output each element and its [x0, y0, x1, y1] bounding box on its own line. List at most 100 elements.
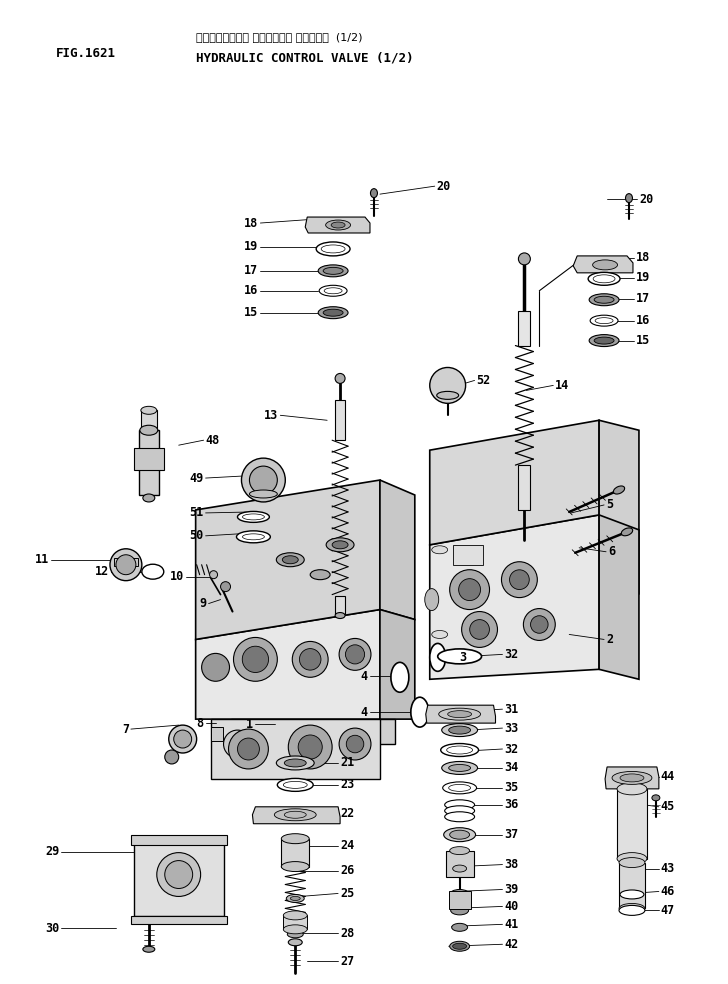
Bar [281, 838, 309, 867]
Ellipse shape [594, 338, 614, 344]
Circle shape [335, 374, 345, 384]
Bar [131, 916, 226, 924]
Circle shape [430, 367, 466, 403]
Ellipse shape [237, 530, 270, 543]
Ellipse shape [371, 189, 377, 198]
Text: 39: 39 [505, 883, 519, 896]
Text: 22: 22 [340, 807, 355, 821]
Text: FIG.1621: FIG.1621 [56, 46, 116, 60]
Text: 13: 13 [264, 408, 278, 422]
Circle shape [229, 729, 269, 769]
Polygon shape [380, 480, 415, 620]
Ellipse shape [450, 890, 470, 899]
Bar [131, 834, 226, 844]
Circle shape [531, 616, 548, 634]
Circle shape [116, 555, 136, 575]
Ellipse shape [445, 806, 475, 816]
Polygon shape [253, 807, 340, 824]
Circle shape [339, 728, 371, 760]
Polygon shape [231, 719, 360, 754]
Ellipse shape [331, 222, 345, 228]
Polygon shape [305, 217, 370, 233]
Circle shape [165, 750, 178, 764]
Text: 4: 4 [361, 706, 368, 718]
Text: 7: 7 [122, 722, 129, 736]
Ellipse shape [453, 944, 467, 950]
Circle shape [292, 642, 328, 677]
Text: 33: 33 [505, 721, 519, 735]
Ellipse shape [589, 294, 619, 306]
Polygon shape [360, 719, 395, 744]
Ellipse shape [285, 759, 306, 767]
Ellipse shape [323, 268, 343, 275]
Ellipse shape [442, 762, 478, 774]
Text: 24: 24 [340, 839, 355, 852]
Ellipse shape [621, 527, 633, 535]
Circle shape [298, 735, 323, 759]
Text: 47: 47 [661, 904, 675, 917]
Bar [141, 410, 157, 430]
Ellipse shape [424, 588, 439, 610]
Ellipse shape [448, 765, 470, 771]
Text: 19: 19 [244, 240, 258, 254]
Polygon shape [605, 767, 659, 789]
Ellipse shape [288, 931, 304, 938]
Ellipse shape [453, 865, 467, 872]
Ellipse shape [619, 858, 645, 868]
Bar [210, 727, 223, 741]
Circle shape [221, 582, 231, 591]
Ellipse shape [237, 512, 269, 523]
Ellipse shape [617, 783, 647, 795]
Text: 27: 27 [340, 954, 355, 967]
Ellipse shape [430, 644, 446, 671]
Text: 17: 17 [636, 292, 650, 305]
Bar [139, 430, 159, 495]
Ellipse shape [445, 812, 475, 822]
Ellipse shape [448, 784, 470, 791]
Ellipse shape [437, 392, 459, 400]
Bar [335, 595, 345, 614]
Ellipse shape [450, 846, 470, 855]
Circle shape [250, 466, 277, 494]
Text: 46: 46 [661, 885, 675, 898]
Polygon shape [196, 480, 380, 640]
Ellipse shape [612, 771, 652, 784]
Circle shape [234, 638, 277, 681]
Ellipse shape [321, 245, 345, 253]
Text: 29: 29 [45, 845, 59, 858]
Ellipse shape [593, 260, 617, 270]
Polygon shape [599, 420, 639, 594]
Ellipse shape [274, 809, 316, 821]
Ellipse shape [283, 781, 307, 788]
Text: 35: 35 [505, 781, 519, 794]
Text: 18: 18 [244, 216, 258, 229]
Ellipse shape [593, 275, 615, 282]
Ellipse shape [451, 906, 469, 915]
Ellipse shape [281, 862, 309, 872]
Bar [114, 558, 138, 566]
Ellipse shape [432, 631, 448, 639]
Ellipse shape [442, 723, 478, 737]
Bar [134, 448, 164, 470]
Bar [448, 892, 470, 909]
Text: 19: 19 [636, 272, 650, 284]
Text: 5: 5 [606, 499, 613, 512]
Ellipse shape [250, 490, 277, 498]
Circle shape [242, 646, 269, 672]
Text: 31: 31 [505, 703, 519, 715]
Ellipse shape [143, 947, 155, 953]
Ellipse shape [290, 896, 300, 900]
Text: 16: 16 [244, 284, 258, 297]
Bar [619, 863, 645, 908]
Ellipse shape [619, 903, 645, 913]
Text: 12: 12 [95, 565, 109, 579]
Ellipse shape [625, 194, 633, 203]
Ellipse shape [445, 800, 475, 810]
Ellipse shape [288, 939, 302, 946]
Text: 44: 44 [661, 770, 675, 783]
Ellipse shape [588, 273, 620, 285]
Text: 15: 15 [244, 306, 258, 319]
Text: 17: 17 [244, 265, 258, 277]
Ellipse shape [594, 296, 614, 303]
Circle shape [165, 861, 193, 889]
